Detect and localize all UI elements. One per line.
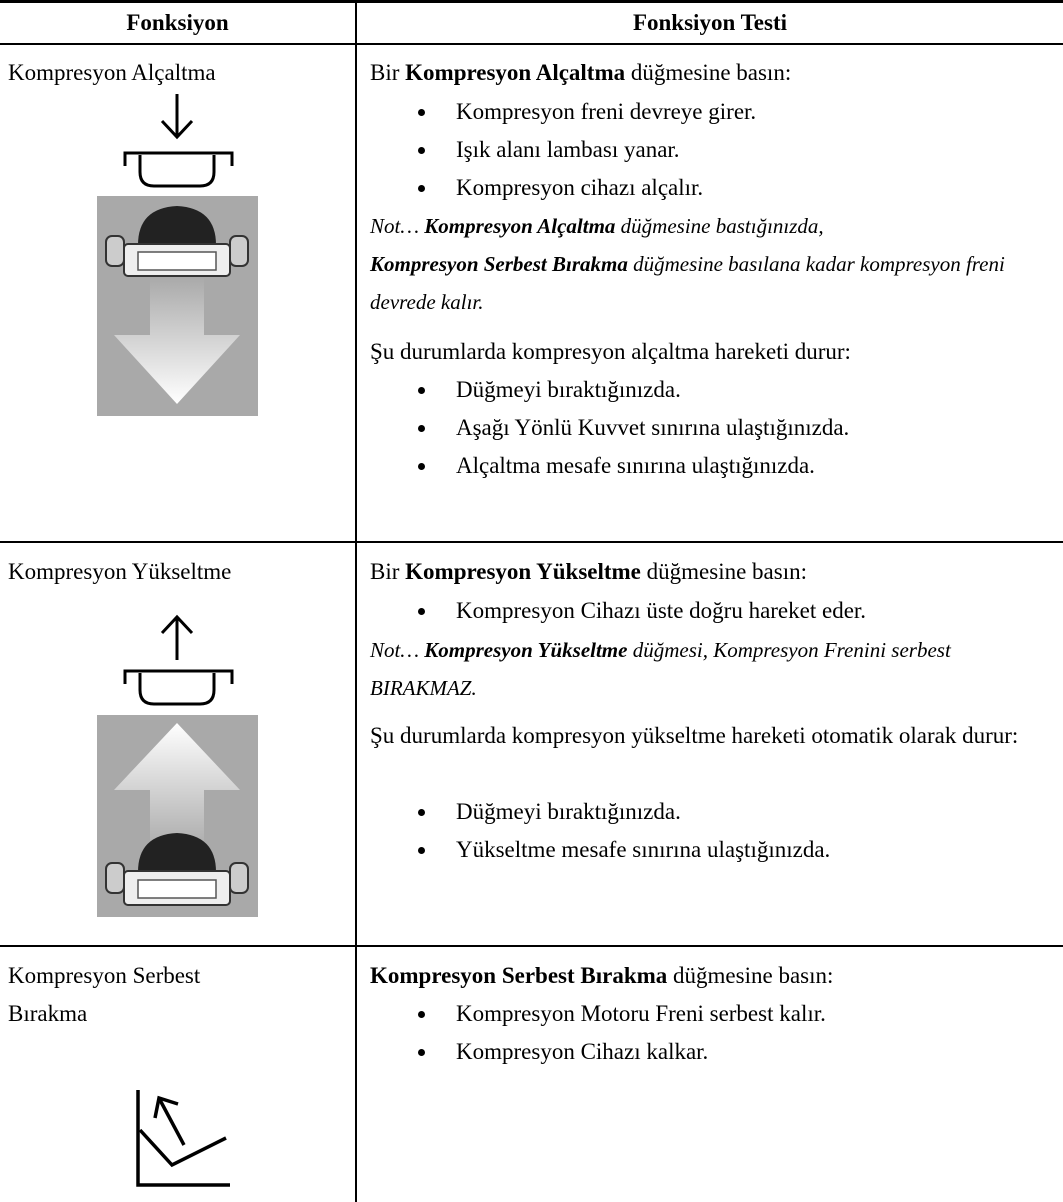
bold-text: Kompresyon Alçaltma bbox=[405, 60, 626, 85]
bold-text: Kompresyon Yükseltme bbox=[424, 638, 628, 662]
text: düğmesi, Kompresyon Frenini serbest BIRA… bbox=[370, 638, 951, 700]
bold-text: Kompresyon Serbest Bırakma bbox=[370, 963, 668, 988]
top-border bbox=[0, 0, 1063, 3]
function-name: Kompresyon Yükseltme bbox=[8, 559, 232, 584]
function-name: Kompresyon Alçaltma bbox=[8, 60, 216, 85]
column-divider bbox=[355, 0, 357, 1202]
bullet-item: Kompresyon cihazı alçalır. bbox=[417, 169, 703, 207]
bold-text: Kompresyon Alçaltma bbox=[424, 214, 616, 238]
down-arrow bbox=[114, 278, 240, 404]
bullet-item: Düğmeyi bıraktığınızda. bbox=[418, 793, 681, 831]
bullet-item: Kompresyon Motoru Freni serbest kalır. bbox=[418, 995, 826, 1033]
function-name: Kompresyon Serbest Bırakma bbox=[8, 963, 201, 1026]
bullet-item: Aşağı Yönlü Kuvvet sınırına ulaştığınızd… bbox=[417, 409, 849, 447]
bullet-item: Kompresyon Cihazı üste doğru hareket ede… bbox=[417, 592, 866, 630]
bullet-item: Kompresyon Cihazı kalkar. bbox=[417, 1033, 708, 1071]
intro: Bir Kompresyon Yükseltme düğmesine basın… bbox=[370, 553, 807, 591]
header-cell: Fonksiyon bbox=[126, 10, 229, 35]
device bbox=[105, 833, 249, 906]
text: düğmesine bastığınızda, bbox=[615, 214, 824, 238]
up-arrow bbox=[114, 723, 240, 850]
icons bbox=[97, 94, 258, 1187]
intro: Bir Kompresyon Alçaltma düğmesine basın: bbox=[370, 54, 791, 92]
text: düğmesine basın: bbox=[640, 559, 807, 584]
bold-text: Kompresyon Serbest Bırakma bbox=[370, 252, 628, 276]
condition: Şu durumlarda kompresyon alçaltma hareke… bbox=[370, 339, 851, 364]
note: Not… Kompresyon Yükseltme düğmesi, Kompr… bbox=[370, 631, 1055, 707]
header-cell: Fonksiyon Testi bbox=[632, 10, 788, 35]
text: düğmesine basın: bbox=[625, 60, 792, 85]
text: Bir bbox=[370, 559, 406, 584]
bullet-item: Düğmeyi bıraktığınızda. bbox=[418, 371, 681, 409]
row-border bbox=[0, 541, 1063, 543]
intro: Kompresyon Serbest Bırakma düğmesine bas… bbox=[370, 957, 833, 995]
bullet-item: Kompresyon freni devreye girer. bbox=[417, 93, 756, 131]
bullet-item: Işık alanı lambası yanar. bbox=[418, 131, 680, 169]
bullet-item: Yükseltme mesafe sınırına ulaştığınızda. bbox=[417, 831, 830, 869]
header-border bbox=[0, 43, 1063, 45]
raise-icon bbox=[123, 614, 234, 706]
text: Bir bbox=[370, 60, 406, 85]
condition: Şu durumlarda kompresyon yükseltme harek… bbox=[370, 723, 1019, 748]
lower-icon bbox=[123, 94, 234, 188]
row-border bbox=[0, 945, 1063, 947]
bullet-item: Alçaltma mesafe sınırına ulaştığınızda. bbox=[418, 447, 815, 485]
text: düğmesine basılana kadar kompresyon fren… bbox=[370, 252, 1005, 314]
device bbox=[105, 206, 249, 277]
text: Not… bbox=[370, 214, 425, 238]
text: düğmesine basın: bbox=[667, 963, 834, 988]
text: Not… bbox=[370, 638, 425, 662]
bold-text: Kompresyon Yükseltme bbox=[405, 559, 641, 584]
release-icon bbox=[136, 1090, 230, 1187]
note: Not… Kompresyon Alçaltma düğmesine bastı… bbox=[370, 207, 1055, 321]
